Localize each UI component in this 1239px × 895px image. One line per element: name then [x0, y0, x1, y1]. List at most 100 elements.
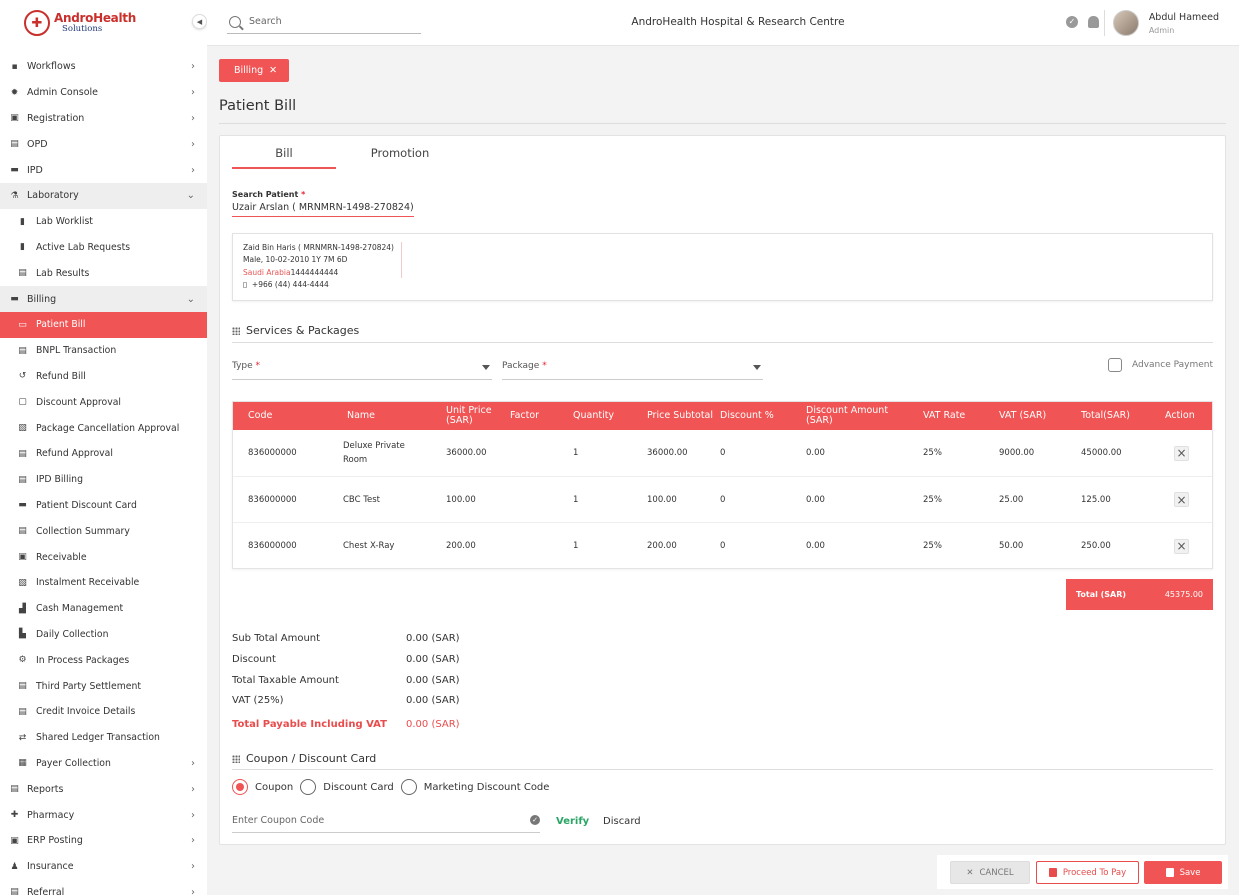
sidebar-item-referral[interactable]: ▤ Referral ›	[0, 880, 207, 895]
patient-phone-line: ▯ +966 (44) 444-4444	[243, 279, 1202, 291]
sidebar-item-label: IPD	[27, 164, 43, 176]
radio-discount-card[interactable]: Discount Card	[300, 779, 394, 795]
package-select[interactable]: Package *	[502, 354, 763, 380]
verify-button[interactable]: Verify	[556, 816, 590, 827]
close-icon: ✕	[966, 867, 974, 878]
type-select[interactable]: Type *	[232, 354, 492, 380]
insurance-icon: ♟	[10, 861, 19, 872]
user-menu[interactable]: Abdul Hameed Admin	[1112, 10, 1219, 36]
collapse-sidebar-button[interactable]: ◀	[192, 14, 207, 29]
discard-button[interactable]: Discard	[603, 816, 641, 827]
sidebar-item-patient-discount-card[interactable]: ▬ Patient Discount Card	[0, 493, 207, 519]
cell-subtotal: 36000.00	[647, 448, 688, 458]
sidebar-item-admin-console[interactable]: ✹ Admin Console ›	[0, 80, 207, 106]
cell-vat: 50.00	[999, 541, 1024, 551]
sidebar-item-lab-results[interactable]: ▤ Lab Results	[0, 260, 207, 286]
chevron-right-icon: ›	[191, 757, 195, 769]
chevron-right-icon: ›	[191, 809, 195, 821]
advance-payment-label: Advance Payment	[1131, 360, 1213, 370]
process-icon: ⚙	[18, 655, 27, 666]
sidebar-item-refund-approval[interactable]: ▤ Refund Approval	[0, 441, 207, 467]
sidebar-item-active-lab-requests[interactable]: ▮ Active Lab Requests	[0, 235, 207, 261]
delete-row-icon[interactable]: ×	[1174, 538, 1189, 554]
cancel-button[interactable]: ✕ CANCEL	[950, 861, 1030, 884]
sidebar-item-discount-approval[interactable]: ▢ Discount Approval	[0, 389, 207, 415]
sidebar-item-patient-bill[interactable]: ▭ Patient Bill	[0, 311, 207, 338]
pharmacy-icon: ✚	[10, 810, 19, 820]
ipd-billing-icon: ▤	[18, 474, 27, 485]
sidebar-item-label: Shared Ledger Transaction	[36, 732, 160, 744]
sidebar-item-label: Admin Console	[27, 87, 99, 99]
save-button[interactable]: Save	[1144, 861, 1222, 884]
sidebar-item-collection-summary[interactable]: ▤ Collection Summary	[0, 518, 207, 544]
sidebar-item-shared-ledger-transaction[interactable]: ⇄ Shared Ledger Transaction	[0, 725, 207, 751]
sidebar-item-daily-collection[interactable]: ▙ Daily Collection	[0, 622, 207, 648]
discount-label: Discount	[232, 654, 276, 665]
sidebar-item-ipd-billing[interactable]: ▤ IPD Billing	[0, 467, 207, 493]
test-tube-icon: ▮	[20, 216, 25, 227]
patient-name: Zaid Bin Haris ( MRNMRN-1498-270824)	[243, 243, 394, 252]
sidebar-item-label: Billing	[27, 293, 57, 305]
sidebar-item-payer-collection[interactable]: ▦ Payer Collection ›	[0, 751, 207, 777]
verified-icon[interactable]: ✓	[1066, 16, 1078, 28]
search-input[interactable]	[249, 16, 409, 27]
column-header-code: Code	[248, 410, 273, 421]
sidebar-item-receivable[interactable]: ▣ Receivable	[0, 544, 207, 570]
divider	[219, 123, 1226, 124]
sidebar-item-workflows[interactable]: ▪ Workflows ›	[0, 54, 207, 80]
sidebar-item-billing[interactable]: ▬ Billing ⌄	[0, 286, 207, 312]
total-payable-label: Total Payable Including VAT	[232, 719, 387, 730]
coupon-input[interactable]	[232, 814, 512, 826]
discount-icon: ▢	[18, 397, 27, 408]
sidebar-item-ipd[interactable]: ▬ IPD ›	[0, 157, 207, 183]
sidebar-item-label: Receivable	[36, 551, 87, 563]
billing-tab-chip[interactable]: Billing ✕	[219, 59, 290, 82]
phone-icon: ▯	[243, 280, 248, 290]
sidebar-item-instalment-receivable[interactable]: ▧ Instalment Receivable	[0, 570, 207, 596]
delete-row-icon[interactable]: ×	[1174, 492, 1189, 507]
cell-quantity: 1	[573, 541, 579, 551]
sidebar-item-refund-bill[interactable]: ↺ Refund Bill	[0, 364, 207, 390]
sidebar-item-registration[interactable]: ▣ Registration ›	[0, 106, 207, 132]
save-icon	[1165, 868, 1174, 877]
sidebar-item-cash-management[interactable]: ▟ Cash Management	[0, 596, 207, 622]
cell-unit-price: 100.00	[446, 494, 476, 505]
sidebar-item-insurance[interactable]: ♟ Insurance ›	[0, 854, 207, 880]
billing-icon: ▬	[10, 294, 19, 305]
sidebar-item-bnpl-transaction[interactable]: ▤ BNPL Transaction	[0, 338, 207, 364]
sidebar-item-label: Pharmacy	[27, 809, 75, 821]
search-bar	[227, 10, 421, 34]
chevron-right-icon: ›	[191, 861, 195, 873]
column-header-quantity: Quantity	[573, 410, 615, 421]
advance-payment-toggle[interactable]: Advance Payment	[1107, 358, 1213, 372]
sidebar-item-third-party-settlement[interactable]: ▤ Third Party Settlement	[0, 673, 207, 699]
delete-row-icon[interactable]: ×	[1174, 445, 1189, 461]
close-icon[interactable]: ✕	[269, 65, 278, 76]
advance-payment-checkbox[interactable]	[1107, 358, 1122, 372]
radio-marketing-code[interactable]: Marketing Discount Code	[400, 779, 549, 795]
sidebar-item-laboratory[interactable]: ⚗ Laboratory ⌄	[0, 182, 207, 209]
sidebar-item-pharmacy[interactable]: ✚ Pharmacy ›	[0, 802, 207, 828]
sidebar-item-label: Lab Worklist	[36, 216, 93, 228]
sidebar-item-label: Reports	[27, 783, 64, 795]
tab-bill[interactable]: Bill	[232, 146, 336, 169]
taxable-label: Total Taxable Amount	[232, 675, 339, 686]
search-patient-field[interactable]: Uzair Arslan ( MRNMRN-1498-270824)	[232, 202, 414, 217]
summary-icon: ▤	[18, 526, 27, 537]
sidebar-item-in-process-packages[interactable]: ⚙ In Process Packages	[0, 647, 207, 673]
tab-promotion[interactable]: Promotion	[370, 146, 430, 160]
bell-icon[interactable]	[1088, 16, 1099, 28]
sidebar-item-erp-posting[interactable]: ▣ ERP Posting ›	[0, 828, 207, 854]
sidebar-item-credit-invoice-details[interactable]: ▤ Credit Invoice Details	[0, 699, 207, 725]
sidebar-item-package-cancellation-approval[interactable]: ▧ Package Cancellation Approval	[0, 415, 207, 441]
proceed-to-pay-button[interactable]: Proceed To Pay	[1036, 861, 1139, 884]
avatar[interactable]	[1112, 10, 1139, 36]
chevron-right-icon: ›	[191, 835, 195, 847]
sidebar-item-opd[interactable]: ▤ OPD ›	[0, 131, 207, 157]
radio-coupon[interactable]: Coupon	[232, 779, 293, 795]
cell-quantity: 1	[573, 494, 579, 505]
sidebar-item-lab-worklist[interactable]: ▮ Lab Worklist	[0, 209, 207, 235]
sidebar-item-reports[interactable]: ▤ Reports ›	[0, 776, 207, 802]
cell-discount-amt: 0.00	[806, 448, 825, 458]
invoice-icon: ▤	[18, 706, 27, 717]
